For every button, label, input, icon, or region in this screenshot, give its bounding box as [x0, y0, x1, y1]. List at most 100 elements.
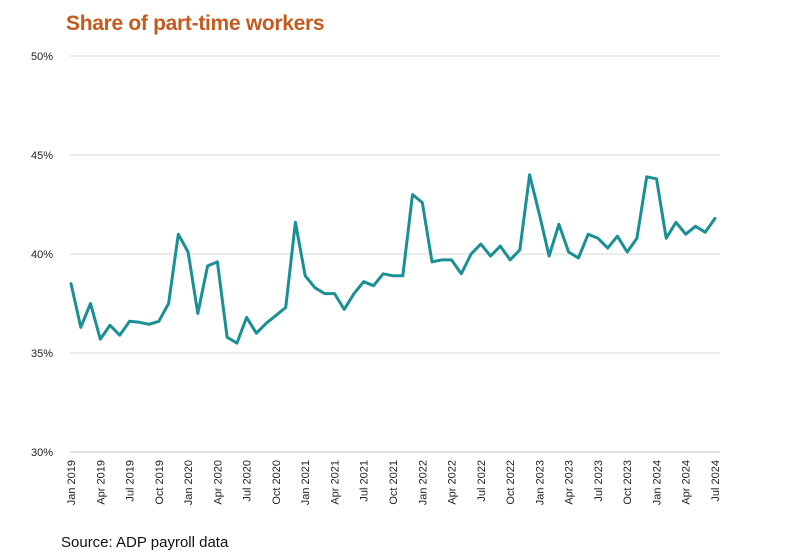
data-point	[586, 232, 590, 236]
series-group	[69, 173, 717, 345]
data-point	[118, 333, 122, 337]
data-point	[352, 292, 356, 296]
data-point	[137, 320, 141, 324]
data-point	[157, 319, 161, 323]
data-point	[371, 284, 375, 288]
data-point	[479, 242, 483, 246]
y-tick-label: 50%	[31, 51, 53, 63]
data-point	[79, 325, 83, 329]
x-tick-label: Jul 2019	[125, 460, 137, 502]
x-tick-label: Apr 2023	[564, 460, 576, 505]
x-tick-label: Jan 2024	[651, 460, 663, 505]
data-point	[293, 220, 297, 224]
x-tick-label: Apr 2019	[95, 460, 107, 505]
data-point	[498, 244, 502, 248]
data-point	[69, 282, 73, 286]
data-point	[625, 250, 629, 254]
gridlines	[70, 55, 720, 453]
data-point	[176, 232, 180, 236]
data-point	[303, 274, 307, 278]
x-tick-label: Apr 2024	[681, 460, 693, 505]
data-point	[518, 248, 522, 252]
data-point	[537, 212, 541, 216]
x-tick-label: Apr 2022	[447, 460, 459, 505]
data-point	[391, 274, 395, 278]
data-point	[576, 256, 580, 260]
data-point	[420, 201, 424, 205]
data-point	[703, 230, 707, 234]
data-point	[186, 250, 190, 254]
data-point	[196, 311, 200, 315]
data-point	[664, 236, 668, 240]
data-point	[274, 313, 278, 317]
x-tick-label: Oct 2023	[622, 460, 634, 505]
data-point	[508, 258, 512, 262]
data-point	[98, 337, 102, 341]
data-point	[411, 193, 415, 197]
data-point	[108, 323, 112, 327]
data-point	[440, 258, 444, 262]
data-point	[684, 232, 688, 236]
source-note: Source: ADP payroll data	[61, 534, 229, 551]
data-point	[235, 341, 239, 345]
x-tick-label: Jul 2021	[359, 460, 371, 502]
data-point	[342, 307, 346, 311]
x-tick-label: Jan 2019	[66, 460, 78, 505]
data-point	[567, 250, 571, 254]
data-point	[557, 222, 561, 226]
data-point	[264, 321, 268, 325]
x-tick-label: Apr 2021	[329, 460, 341, 505]
chart-title: Share of part-time workers	[66, 12, 325, 35]
data-point	[206, 264, 210, 268]
data-point	[489, 254, 493, 258]
x-tick-label: Oct 2020	[271, 460, 283, 505]
y-tick-label: 30%	[31, 447, 53, 459]
data-point	[167, 302, 171, 306]
x-tick-label: Jul 2020	[242, 460, 254, 502]
data-point	[635, 236, 639, 240]
data-point	[313, 286, 317, 290]
data-point	[528, 173, 532, 177]
data-point	[450, 258, 454, 262]
data-point	[284, 305, 288, 309]
data-point	[645, 175, 649, 179]
data-point	[362, 280, 366, 284]
data-point	[654, 177, 658, 181]
data-point	[596, 236, 600, 240]
x-tick-label: Oct 2022	[505, 460, 517, 505]
data-point	[430, 260, 434, 264]
data-point	[323, 292, 327, 296]
data-point	[606, 246, 610, 250]
data-point	[547, 254, 551, 258]
x-tick-label: Jan 2023	[534, 460, 546, 505]
x-tick-label: Apr 2020	[212, 460, 224, 505]
y-tick-label: 45%	[31, 150, 53, 162]
data-point	[332, 292, 336, 296]
data-point	[401, 274, 405, 278]
x-tick-label: Oct 2021	[388, 460, 400, 505]
data-point	[615, 234, 619, 238]
y-tick-label: 40%	[31, 249, 53, 261]
data-point	[147, 322, 151, 326]
x-tick-label: Jul 2022	[476, 460, 488, 502]
series-line	[69, 173, 717, 345]
data-point	[674, 220, 678, 224]
y-tick-label: 35%	[31, 348, 53, 360]
data-point	[245, 315, 249, 319]
data-point	[225, 335, 229, 339]
x-tick-label: Jan 2022	[417, 460, 429, 505]
data-point	[693, 224, 697, 228]
data-point	[215, 260, 219, 264]
x-tick-label: Jul 2023	[593, 460, 605, 502]
data-point	[469, 252, 473, 256]
x-axis-ticks: Jan 2019 Apr 2019 Jul 2019 Oct 2019 Jan 2020…	[66, 460, 722, 505]
x-tick-label: Jan 2020	[183, 460, 195, 505]
x-tick-label: Jul 2024	[710, 460, 722, 502]
data-point	[459, 272, 463, 276]
x-tick-label: Oct 2019	[154, 460, 166, 505]
data-point	[89, 302, 93, 306]
data-point	[254, 331, 258, 335]
data-point	[381, 272, 385, 276]
y-axis-ticks: 30% 35% 40% 45% 50%	[31, 51, 53, 459]
